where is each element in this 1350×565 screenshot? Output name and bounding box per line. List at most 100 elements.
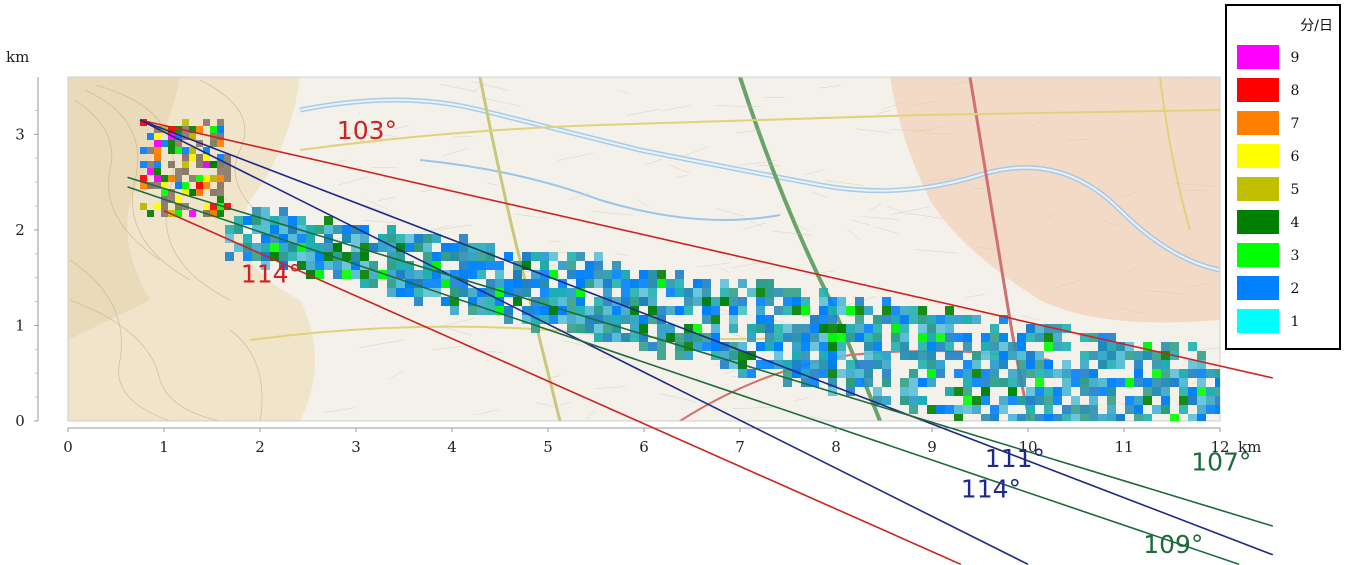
heat-cell: [441, 252, 450, 261]
heat-cell: [1143, 396, 1152, 405]
heat-cell: [621, 297, 630, 306]
heat-cell: [441, 297, 450, 306]
x-tick-label: 5: [543, 438, 553, 456]
heat-cell: [981, 396, 990, 405]
heat-cell: [684, 333, 693, 342]
heat-cell: [468, 252, 477, 261]
heat-cell: [819, 288, 828, 297]
heat-cell: [540, 315, 549, 324]
heat-cell: [1035, 333, 1044, 342]
source-cell: [203, 147, 210, 154]
heat-cell: [612, 315, 621, 324]
heat-cell: [972, 378, 981, 387]
heat-cell: [621, 270, 630, 279]
heat-cell: [1080, 378, 1089, 387]
heat-cell: [900, 342, 909, 351]
source-cell: [210, 126, 217, 133]
heat-cell: [1035, 351, 1044, 360]
heat-cell: [1197, 414, 1206, 421]
heat-cell: [1035, 387, 1044, 396]
heat-cell: [594, 252, 603, 261]
heat-cell: [576, 315, 585, 324]
heat-cell: [765, 297, 774, 306]
heat-cell: [270, 234, 279, 243]
heat-cell: [558, 279, 567, 288]
heat-cell: [783, 288, 792, 297]
heat-cell: [279, 261, 288, 270]
y-tick-label: 0: [15, 412, 25, 430]
heat-cell: [855, 315, 864, 324]
heat-cell: [1152, 351, 1161, 360]
heat-cell: [477, 297, 486, 306]
heat-cell: [693, 324, 702, 333]
x-tick-label: 3: [351, 438, 361, 456]
heat-cell: [657, 333, 666, 342]
heat-cell: [477, 252, 486, 261]
heat-cell: [738, 369, 747, 378]
source-cell: [161, 182, 168, 189]
heat-cell: [387, 225, 396, 234]
heat-cell: [531, 252, 540, 261]
heat-cell: [981, 387, 990, 396]
heat-cell: [828, 360, 837, 369]
heat-cell: [756, 288, 765, 297]
heat-cell: [1170, 441, 1179, 450]
source-cell: [217, 189, 224, 196]
heat-cell: [576, 306, 585, 315]
heat-cell: [756, 297, 765, 306]
source-cell: [147, 133, 154, 140]
heat-cell: [801, 360, 810, 369]
source-cell: [189, 154, 196, 161]
heat-cell: [828, 315, 837, 324]
heat-cell: [432, 279, 441, 288]
source-cell: [217, 182, 224, 189]
heat-cell: [963, 387, 972, 396]
heat-cell: [1062, 369, 1071, 378]
heat-cell: [1044, 333, 1053, 342]
heat-cell: [621, 279, 630, 288]
heat-cell: [864, 342, 873, 351]
heat-cell: [792, 342, 801, 351]
source-cell: [182, 189, 189, 196]
heat-cell: [1152, 360, 1161, 369]
heat-cell: [1161, 432, 1170, 441]
heat-cell: [1197, 432, 1206, 441]
heat-cell: [243, 252, 252, 261]
heat-cell: [1161, 405, 1170, 414]
heat-cell: [270, 216, 279, 225]
heat-cell: [324, 252, 333, 261]
heat-cell: [1062, 432, 1071, 441]
heat-cell: [612, 306, 621, 315]
heat-cell: [1107, 378, 1116, 387]
x-tick-label: 8: [831, 438, 841, 456]
heat-cell: [1071, 378, 1080, 387]
source-cell: [189, 175, 196, 182]
heat-cell: [837, 369, 846, 378]
heat-cell: [981, 378, 990, 387]
heat-cell: [1170, 414, 1179, 421]
heat-cell: [1008, 342, 1017, 351]
legend-entry-label: 2: [1291, 281, 1300, 297]
heat-cell: [738, 351, 747, 360]
source-cell: [217, 161, 224, 168]
heat-cell: [360, 234, 369, 243]
heat-cell: [603, 306, 612, 315]
heat-cell: [432, 261, 441, 270]
heat-cell: [306, 261, 315, 270]
source-cell: [175, 196, 182, 203]
heat-cell: [540, 279, 549, 288]
heat-cell: [1017, 342, 1026, 351]
heat-cell: [612, 279, 621, 288]
heat-cell: [693, 297, 702, 306]
heat-cell: [252, 207, 261, 216]
heat-cell: [297, 243, 306, 252]
heat-cell: [990, 324, 999, 333]
heat-cell: [756, 324, 765, 333]
heat-cell: [720, 351, 729, 360]
heat-cell: [999, 315, 1008, 324]
y-unit-label: km: [6, 48, 29, 66]
heat-cell: [891, 324, 900, 333]
heat-cell: [1134, 378, 1143, 387]
heat-cell: [1161, 360, 1170, 369]
heat-cell: [927, 342, 936, 351]
